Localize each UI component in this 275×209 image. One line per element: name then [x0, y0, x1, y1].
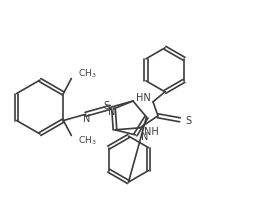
Text: CH$_3$: CH$_3$ — [78, 134, 97, 147]
Text: CH$_3$: CH$_3$ — [78, 67, 97, 80]
Text: N: N — [108, 107, 116, 117]
Text: NH: NH — [144, 127, 159, 137]
Text: HN: HN — [136, 93, 151, 103]
Text: S: S — [185, 116, 191, 126]
Text: N: N — [141, 132, 149, 142]
Text: S: S — [103, 101, 109, 111]
Text: N: N — [83, 114, 91, 124]
